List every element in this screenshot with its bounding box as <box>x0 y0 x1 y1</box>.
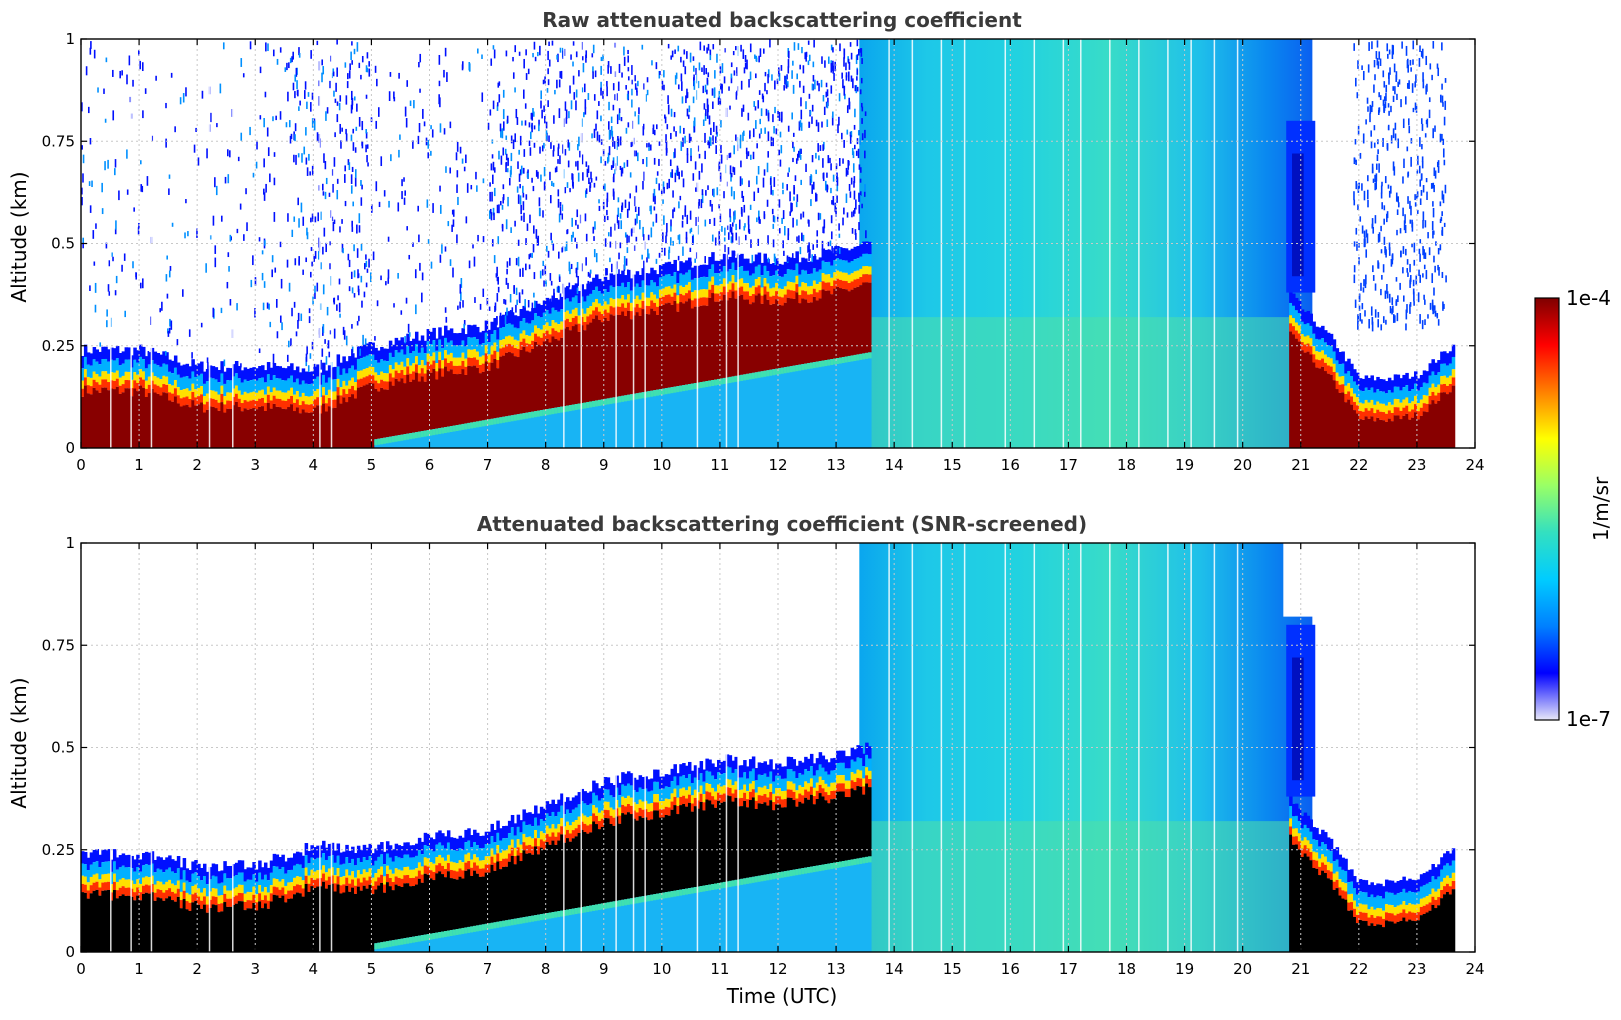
x-tick-label: 2 <box>192 960 202 978</box>
x-tick-label: 10 <box>652 456 671 474</box>
x-tick-label: 4 <box>309 456 319 474</box>
y-tick-label: 0 <box>65 943 75 961</box>
x-tick-label: 24 <box>1465 960 1484 978</box>
x-tick-label: 15 <box>943 456 962 474</box>
x-tick-label: 18 <box>1117 960 1136 978</box>
y-tick-label: 0.25 <box>42 841 75 859</box>
y-axis-label: Altitude (km) <box>7 171 31 302</box>
x-tick-label: 0 <box>76 960 86 978</box>
y-tick-label: 1 <box>65 30 75 48</box>
x-tick-label: 9 <box>599 456 609 474</box>
x-tick-label: 5 <box>367 456 377 474</box>
y-tick-label: 0.5 <box>51 235 75 253</box>
axes: 0 1 2 3 4 5 6 7 8 9 10 11 12 13 14 15 16 17 18 19 20 21 22 23 24… <box>42 534 1485 978</box>
x-tick-label: 8 <box>541 456 551 474</box>
x-tick-label: 17 <box>1059 456 1078 474</box>
x-tick-label: 14 <box>885 456 904 474</box>
x-tick-label: 4 <box>309 960 319 978</box>
x-tick-label: 23 <box>1407 960 1426 978</box>
x-tick-label: 18 <box>1117 456 1136 474</box>
x-tick-label: 21 <box>1291 960 1310 978</box>
x-tick-label: 11 <box>710 456 729 474</box>
y-tick-label: 0.75 <box>42 636 75 654</box>
x-tick-label: 14 <box>885 960 904 978</box>
aerosol-haze <box>859 821 1290 952</box>
x-tick-label: 9 <box>599 960 609 978</box>
panel-title: Raw attenuated backscattering coefficien… <box>542 8 1022 32</box>
x-tick-label: 19 <box>1175 456 1194 474</box>
x-tick-label: 3 <box>250 456 260 474</box>
y-tick-label: 0.5 <box>51 739 75 757</box>
x-tick-label: 13 <box>827 960 846 978</box>
x-tick-label: 3 <box>250 960 260 978</box>
x-tick-label: 6 <box>425 456 435 474</box>
x-tick-label: 12 <box>768 456 787 474</box>
x-tick-label: 17 <box>1059 960 1078 978</box>
x-tick-label: 20 <box>1233 960 1252 978</box>
colorbar-min-label: 1e-7 <box>1566 707 1611 731</box>
colorbar: 1e-4 1e-7 1/m/sr <box>1534 286 1613 731</box>
x-tick-label: 24 <box>1465 456 1484 474</box>
x-axis-label: Time (UTC) <box>726 984 838 1008</box>
x-tick-label: 8 <box>541 960 551 978</box>
colorbar-gradient <box>1534 297 1560 721</box>
x-tick-label: 19 <box>1175 960 1194 978</box>
x-tick-label: 23 <box>1407 456 1426 474</box>
x-tick-label: 10 <box>652 960 671 978</box>
x-tick-label: 16 <box>1001 456 1020 474</box>
x-tick-label: 1 <box>134 456 144 474</box>
colorbar-max-label: 1e-4 <box>1566 286 1611 310</box>
x-tick-label: 22 <box>1349 456 1368 474</box>
y-tick-label: 0 <box>65 439 75 457</box>
x-tick-label: 6 <box>425 960 435 978</box>
x-tick-label: 12 <box>768 960 787 978</box>
screened-backscatter-panel: Attenuated backscattering coefficient (S… <box>7 512 1485 1008</box>
raw-backscatter-panel: Raw attenuated backscattering coefficien… <box>7 8 1485 474</box>
aerosol-haze <box>859 317 1290 448</box>
x-tick-label: 22 <box>1349 960 1368 978</box>
x-tick-label: 15 <box>943 960 962 978</box>
colorbar-unit-label: 1/m/sr <box>1589 476 1613 541</box>
x-tick-label: 21 <box>1291 456 1310 474</box>
x-tick-label: 0 <box>76 456 86 474</box>
y-axis-label: Altitude (km) <box>7 677 31 808</box>
x-tick-label: 7 <box>483 456 493 474</box>
x-tick-label: 2 <box>192 456 202 474</box>
x-tick-label: 20 <box>1233 456 1252 474</box>
x-tick-label: 16 <box>1001 960 1020 978</box>
y-tick-label: 0.75 <box>42 132 75 150</box>
panel-title: Attenuated backscattering coefficient (S… <box>477 512 1087 536</box>
y-tick-label: 0.25 <box>42 337 75 355</box>
x-tick-label: 5 <box>367 960 377 978</box>
x-tick-label: 13 <box>827 456 846 474</box>
x-tick-label: 1 <box>134 960 144 978</box>
x-tick-label: 7 <box>483 960 493 978</box>
x-tick-label: 11 <box>710 960 729 978</box>
y-tick-label: 1 <box>65 534 75 552</box>
axes: 0 1 2 3 4 5 6 7 8 9 10 11 12 13 14 15 16 17 18 19 20 21 22 23 24… <box>42 30 1485 474</box>
